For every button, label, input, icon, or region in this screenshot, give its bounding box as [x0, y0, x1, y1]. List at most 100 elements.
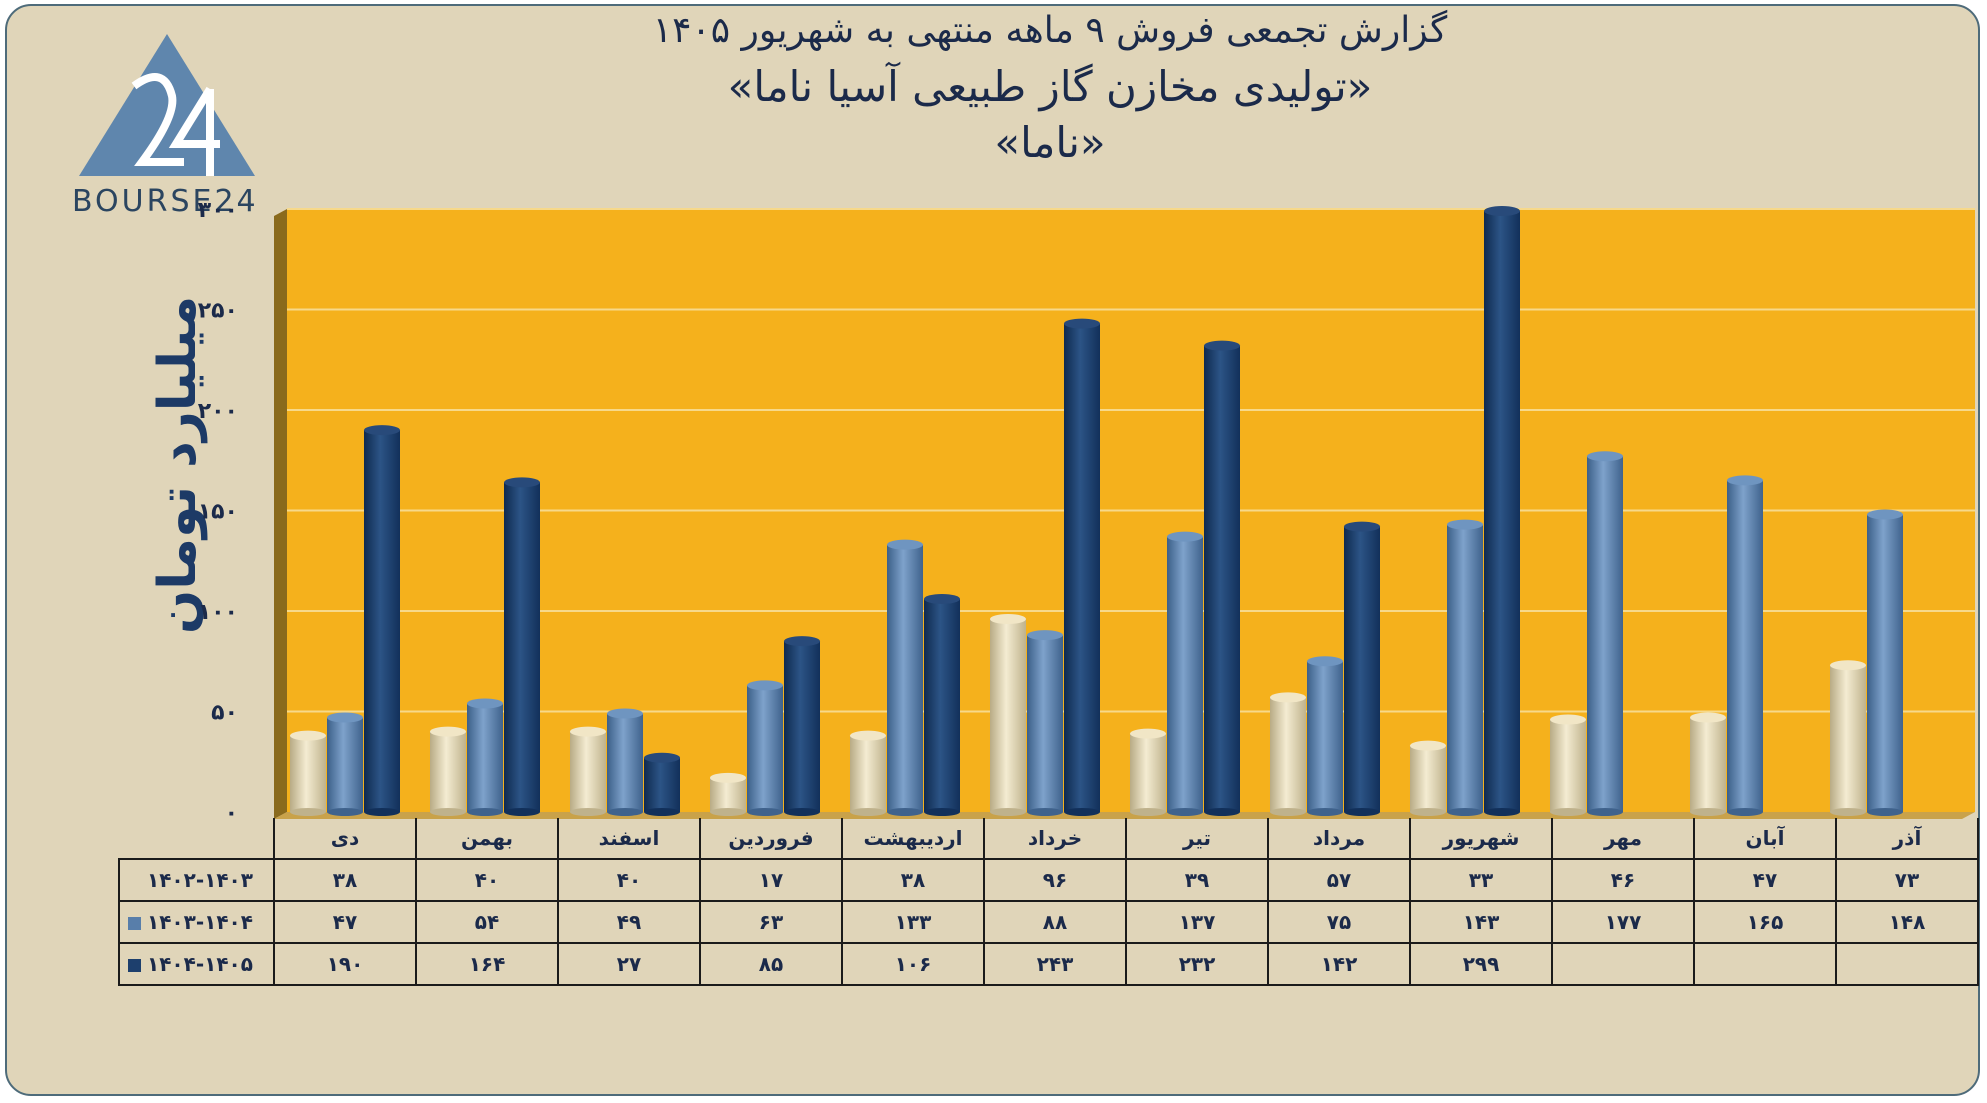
plot-floor — [274, 812, 1975, 819]
table-row: ۱۴۰۴-۱۴۰۵ ۱۹۰ ۱۶۴ ۲۷ ۸۵ ۱۰۶ ۲۴۳ ۲۳۲ ۱۴۲ ۲۹۹ — [118, 942, 1979, 986]
category-label: دی — [273, 818, 417, 860]
y-tick-label: ۲۰۰ — [198, 399, 238, 424]
table-cell: ۵۷ — [1267, 858, 1411, 902]
table-corner — [119, 818, 274, 859]
bar — [850, 735, 886, 812]
bar-cap — [1130, 728, 1166, 739]
bar-cap — [710, 772, 746, 783]
series-name: ۱۴۰۳-۱۴۰۴ — [147, 910, 253, 934]
bar-cap — [1727, 475, 1763, 486]
table-cell: ۴۷ — [1693, 858, 1837, 902]
bar — [644, 757, 680, 812]
bar — [1410, 745, 1446, 812]
bar-cap — [607, 708, 643, 719]
bar-cap — [850, 730, 886, 741]
table-cell: ۵۴ — [415, 900, 559, 944]
bar — [784, 641, 820, 812]
table-cell: ۱۹۰ — [273, 942, 417, 986]
table-cell: ۱۴۲ — [1267, 942, 1411, 986]
table-row: ۱۴۰۳-۱۴۰۴ ۴۷ ۵۴ ۴۹ ۶۳ ۱۳۳ ۸۸ ۱۳۷ ۷۵ ۱۴۳ ۱۷۷ ۱۶۵ ۱۴۸ — [118, 900, 1979, 944]
series-label: ۱۴۰۴-۱۴۰۵ — [118, 942, 275, 986]
table-cell: ۱۴۸ — [1835, 900, 1979, 944]
table-cell: ۱۶۴ — [415, 942, 559, 986]
y-tick-label: ۲۵۰ — [198, 299, 238, 324]
bar-cap — [747, 680, 783, 691]
chart-symbol: «ناما» — [994, 118, 1106, 167]
bar — [710, 777, 746, 812]
bar — [364, 430, 400, 812]
category-label: بهمن — [415, 818, 559, 860]
category-label: مرداد — [1267, 818, 1411, 860]
bar-cap — [1447, 519, 1483, 530]
table-cell: ۱۷ — [699, 858, 843, 902]
bar-base — [1587, 808, 1623, 816]
table-cell: ۴۷ — [273, 900, 417, 944]
bar — [1867, 514, 1903, 812]
bar-base — [1204, 808, 1240, 816]
bar — [1344, 526, 1380, 812]
logo-text: BOURSE24 — [72, 184, 259, 219]
table-cell — [1551, 942, 1695, 986]
table-cell: ۳۸ — [841, 858, 985, 902]
bar — [1587, 456, 1623, 812]
bar — [924, 598, 960, 812]
bar-cap — [570, 726, 606, 737]
bar-base — [1130, 808, 1166, 816]
bar-cap — [1867, 509, 1903, 520]
table-cell: ۷۳ — [1835, 858, 1979, 902]
table-cell: ۱۷۷ — [1551, 900, 1695, 944]
bar-base — [504, 808, 540, 816]
bar-cap — [1027, 630, 1063, 641]
bourse24-logo-icon — [79, 34, 255, 176]
bar — [1727, 480, 1763, 812]
bar-cap — [1410, 740, 1446, 751]
bar-base — [467, 808, 503, 816]
bar-cap — [1270, 692, 1306, 703]
category-label: شهریور — [1409, 818, 1553, 860]
bar-base — [924, 808, 960, 816]
series-name: ۱۴۰۴-۱۴۰۵ — [147, 952, 253, 976]
table-cell: ۱۰۶ — [841, 942, 985, 986]
table-cell: ۱۴۳ — [1409, 900, 1553, 944]
bar-base — [1027, 808, 1063, 816]
table-cell: ۹۶ — [983, 858, 1127, 902]
category-label: آبان — [1693, 818, 1837, 860]
bar — [1484, 211, 1520, 812]
bar-base — [1344, 808, 1380, 816]
bar-cap — [1204, 340, 1240, 351]
bar — [1307, 661, 1343, 812]
bar — [327, 717, 363, 812]
bar-base — [607, 808, 643, 816]
chart-subtitle: «تولیدی مخازن گاز طبیعی آسیا ناما» — [727, 62, 1373, 111]
bar-cap — [1484, 206, 1520, 217]
category-label: خرداد — [983, 818, 1127, 860]
table-cell: ۶۳ — [699, 900, 843, 944]
table-cell: ۱۶۵ — [1693, 900, 1837, 944]
legend-swatch — [128, 959, 141, 972]
bar — [1270, 697, 1306, 812]
bar-base — [1447, 808, 1483, 816]
bar — [1830, 665, 1866, 812]
bar — [1130, 733, 1166, 812]
table-cell: ۴۶ — [1551, 858, 1695, 902]
bar — [1550, 719, 1586, 812]
bar-cap — [327, 712, 363, 723]
bar-base — [1307, 808, 1343, 816]
category-label: اردیبهشت — [841, 818, 985, 860]
bar-base — [784, 808, 820, 816]
table-cell — [1693, 942, 1837, 986]
bar — [1167, 536, 1203, 812]
category-label: اسفند — [557, 818, 701, 860]
bar-cap — [887, 539, 923, 550]
category-label: مهر — [1551, 818, 1695, 860]
category-label: فروردین — [699, 818, 843, 860]
y-tick-label: ۱۰۰ — [198, 600, 238, 625]
bar — [1204, 345, 1240, 812]
bar-cap — [1550, 714, 1586, 725]
bar-cap — [990, 614, 1026, 625]
data-table: دی بهمن اسفند فروردین اردیبهشت خرداد تیر مرداد ش… — [118, 818, 1979, 986]
bar-base — [1867, 808, 1903, 816]
chart-title: گزارش تجمعی فروش ۹ ماهه منتهی به شهریور … — [652, 10, 1448, 51]
bar-cap — [1167, 531, 1203, 542]
